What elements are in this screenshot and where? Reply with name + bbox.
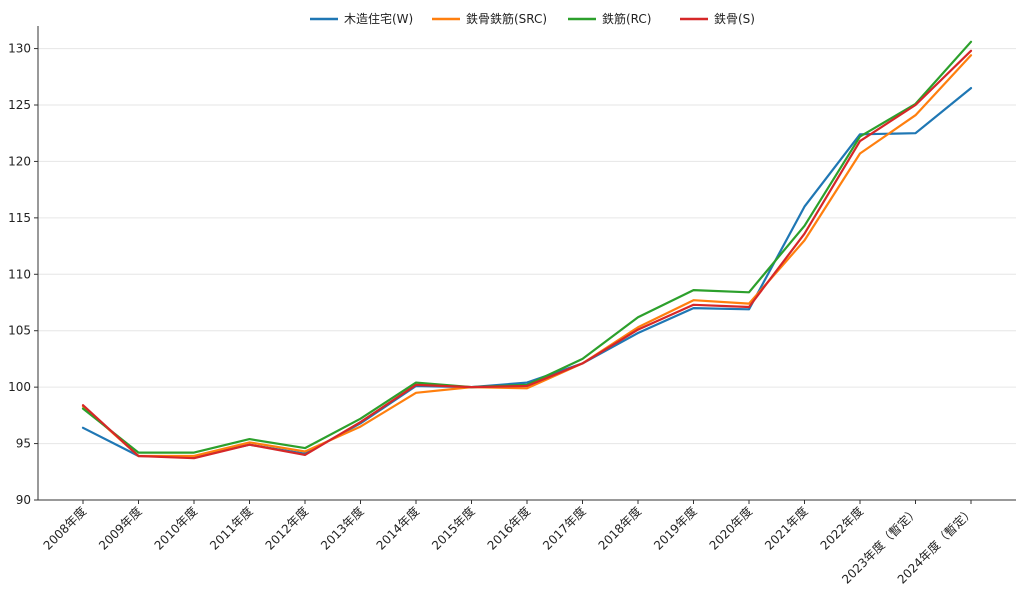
x-tick-label: 2008年度 [40, 504, 89, 553]
x-axis-ticks: 2008年度 2009年度 2010年度 2011年度 2012年度 2013年度 2014… [40, 500, 977, 587]
series-line-3 [81, 49, 973, 460]
legend-label: 鉄筋(RC) [602, 11, 651, 26]
y-tick-label: 125 [8, 98, 31, 112]
x-tick-label: 2022年度 [817, 504, 866, 553]
series-line-1 [81, 54, 973, 458]
x-tick-label: 2011年度 [206, 504, 255, 553]
x-tick-label: 2019年度 [650, 504, 699, 553]
y-tick-label: 120 [8, 154, 31, 168]
legend-item-0: 木造住宅(W) [310, 11, 413, 26]
legend-item-2: 鉄筋(RC) [568, 11, 651, 26]
x-tick-label: 2009年度 [95, 504, 144, 553]
x-tick-label: 2012年度 [262, 504, 311, 553]
gridlines [38, 48, 1016, 501]
x-tick-label: 2018年度 [595, 504, 644, 553]
legend-label: 鉄骨鉄筋(SRC) [466, 11, 547, 26]
series-line-2 [81, 40, 973, 454]
y-axis-ticks: 90 95 100 105 110 115 120 125 130 [8, 42, 38, 507]
y-tick-label: 105 [8, 324, 31, 338]
legend-item-1: 鉄骨鉄筋(SRC) [432, 11, 547, 26]
x-tick-label: 2016年度 [484, 504, 533, 553]
x-tick-label: 2015年度 [428, 504, 477, 553]
x-tick-label: 2010年度 [151, 504, 200, 553]
x-tick-label: 2021年度 [761, 504, 810, 553]
legend-item-3: 鉄骨(S) [680, 11, 755, 26]
y-tick-label: 130 [8, 42, 31, 56]
legend-label: 鉄骨(S) [714, 11, 755, 26]
y-tick-label: 110 [8, 267, 31, 281]
axes [37, 26, 1016, 501]
x-tick-label: 2017年度 [539, 504, 588, 553]
series-line-0 [81, 86, 973, 459]
y-tick-label: 115 [8, 211, 31, 225]
series-lines [81, 40, 973, 460]
legend-label: 木造住宅(W) [344, 11, 413, 26]
legend: 木造住宅(W) 鉄骨鉄筋(SRC) 鉄筋(RC) 鉄骨(S) [310, 11, 755, 26]
x-tick-label: 2020年度 [706, 504, 755, 553]
y-tick-label: 100 [8, 380, 31, 394]
x-tick-label: 2013年度 [317, 504, 366, 553]
y-tick-label: 90 [16, 493, 31, 507]
y-tick-label: 95 [16, 437, 31, 451]
x-tick-label: 2014年度 [373, 504, 422, 553]
